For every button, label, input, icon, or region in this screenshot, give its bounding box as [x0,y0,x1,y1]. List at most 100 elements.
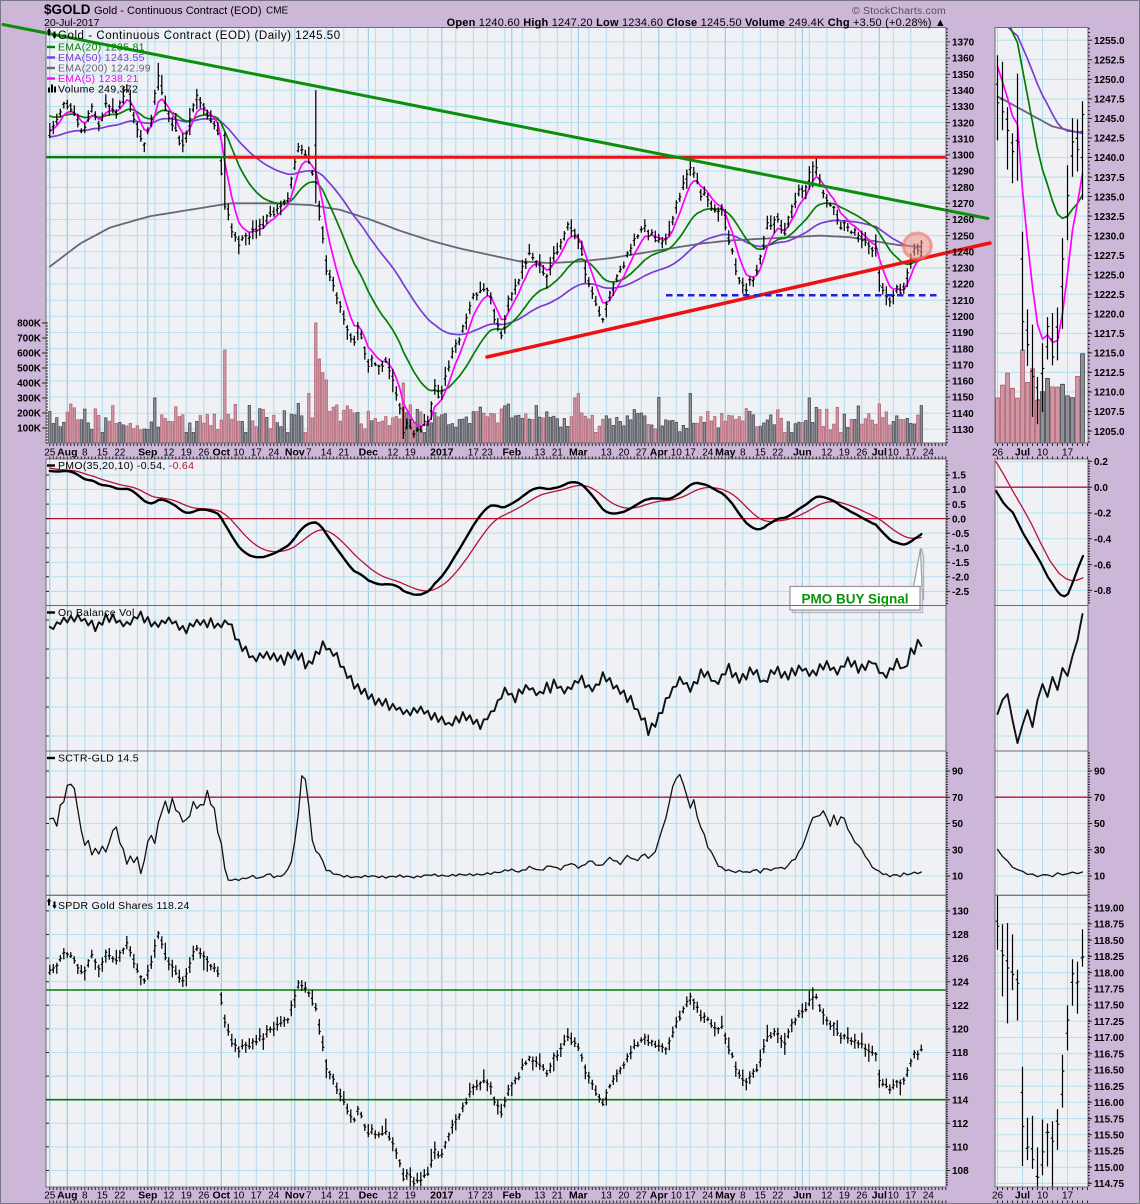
svg-text:114.75: 114.75 [1094,1179,1124,1190]
svg-text:Apr: Apr [650,1190,668,1202]
svg-text:116.75: 116.75 [1094,1049,1124,1060]
svg-text:126: 126 [952,954,969,965]
svg-text:110: 110 [952,1143,969,1154]
svg-text:26: 26 [856,1191,868,1202]
svg-text:21: 21 [552,448,564,459]
svg-text:1370: 1370 [952,38,975,49]
svg-text:17: 17 [1062,1191,1074,1202]
svg-text:1205.0: 1205.0 [1094,427,1125,438]
svg-text:1150: 1150 [952,393,974,404]
svg-text:1260: 1260 [952,215,975,226]
svg-text:23: 23 [482,448,494,459]
svg-text:PMO(35,20,10) -0.54, -0.64: PMO(35,20,10) -0.54, -0.64 [58,460,194,472]
svg-text:1330: 1330 [952,102,975,113]
svg-text:1360: 1360 [952,54,975,65]
svg-text:22: 22 [772,448,784,459]
svg-text:24: 24 [268,1191,280,1202]
svg-text:1210: 1210 [952,296,975,307]
svg-text:Feb: Feb [502,447,521,459]
svg-text:17: 17 [468,1191,480,1202]
svg-text:118.00: 118.00 [1094,968,1124,979]
svg-text:22: 22 [114,1191,126,1202]
svg-text:1237.5: 1237.5 [1094,173,1125,184]
svg-text:Jul: Jul [1015,1190,1030,1202]
svg-text:13: 13 [601,1191,613,1202]
svg-text:1227.5: 1227.5 [1094,251,1125,262]
svg-text:70: 70 [952,793,964,804]
svg-text:Jun: Jun [793,447,812,459]
svg-text:115.75: 115.75 [1094,1114,1124,1125]
svg-text:15: 15 [755,448,767,459]
svg-text:1207.5: 1207.5 [1094,407,1125,418]
svg-text:EMA(20) 1235.81: EMA(20) 1235.81 [58,42,145,54]
svg-text:116: 116 [952,1072,969,1083]
svg-text:10: 10 [1094,872,1106,883]
svg-text:1242.5: 1242.5 [1094,134,1125,145]
svg-text:0.5: 0.5 [952,500,966,511]
svg-text:May: May [715,447,736,459]
svg-text:1220: 1220 [952,280,975,291]
svg-text:1140: 1140 [952,409,974,420]
svg-text:10: 10 [888,1191,900,1202]
svg-text:CME: CME [266,6,289,17]
svg-text:17: 17 [685,448,697,459]
svg-text:Oct: Oct [213,447,231,459]
svg-text:117.00: 117.00 [1094,1033,1124,1044]
svg-text:600K: 600K [17,349,42,360]
svg-text:400K: 400K [17,379,42,390]
svg-text:1250.0: 1250.0 [1094,75,1125,86]
svg-text:25: 25 [44,1191,56,1202]
svg-text:SPDR Gold Shares 118.24: SPDR Gold Shares 118.24 [58,900,190,912]
svg-text:90: 90 [952,767,964,778]
svg-text:26: 26 [992,1191,1004,1202]
svg-text:12: 12 [821,1191,833,1202]
svg-text:1247.5: 1247.5 [1094,95,1125,106]
svg-text:23: 23 [482,1191,494,1202]
svg-text:118.25: 118.25 [1094,952,1124,963]
svg-text:17: 17 [905,448,917,459]
svg-text:1170: 1170 [952,361,974,372]
svg-text:1.5: 1.5 [952,471,966,482]
svg-text:2017: 2017 [430,1190,454,1202]
svg-text:Oct: Oct [213,1190,231,1202]
svg-text:10: 10 [671,1191,683,1202]
svg-text:7: 7 [306,448,312,459]
svg-text:1245.0: 1245.0 [1094,114,1125,125]
svg-text:130: 130 [952,907,969,918]
svg-text:1225.0: 1225.0 [1094,270,1125,281]
svg-text:120: 120 [952,1025,969,1036]
svg-text:-0.5: -0.5 [952,529,970,540]
svg-text:13: 13 [534,448,546,459]
svg-text:17: 17 [468,448,480,459]
svg-text:Aug: Aug [57,1190,77,1202]
svg-text:50: 50 [1094,819,1106,830]
svg-text:Mar: Mar [569,447,588,459]
svg-text:8: 8 [740,1191,746,1202]
svg-text:118: 118 [952,1048,969,1059]
svg-text:124: 124 [952,977,969,988]
svg-text:1210.0: 1210.0 [1094,388,1125,399]
svg-text:1255.0: 1255.0 [1094,36,1125,47]
svg-text:17: 17 [251,448,263,459]
svg-text:-0.2: -0.2 [1094,509,1112,520]
svg-text:10: 10 [1037,1191,1049,1202]
svg-text:2017: 2017 [430,447,454,459]
svg-text:22: 22 [114,448,126,459]
svg-text:15: 15 [97,1191,109,1202]
svg-text:122: 122 [952,1001,969,1012]
svg-text:12: 12 [387,448,399,459]
svg-text:115.00: 115.00 [1094,1163,1124,1174]
svg-text:19: 19 [181,448,193,459]
svg-text:1250: 1250 [952,231,975,242]
svg-text:Nov: Nov [285,447,305,459]
svg-text:20-Jul-2017: 20-Jul-2017 [44,17,100,29]
svg-text:26: 26 [992,448,1004,459]
svg-text:Volume 249,372: Volume 249,372 [58,84,138,96]
svg-text:17: 17 [1062,448,1074,459]
svg-text:1217.5: 1217.5 [1094,329,1125,340]
svg-text:50: 50 [952,819,964,830]
svg-text:19: 19 [405,1191,417,1202]
svg-text:118.75: 118.75 [1094,920,1124,931]
svg-text:119.00: 119.00 [1094,903,1124,914]
svg-text:Gold - Continuous Contract (EO: Gold - Continuous Contract (EOD) [94,5,262,17]
